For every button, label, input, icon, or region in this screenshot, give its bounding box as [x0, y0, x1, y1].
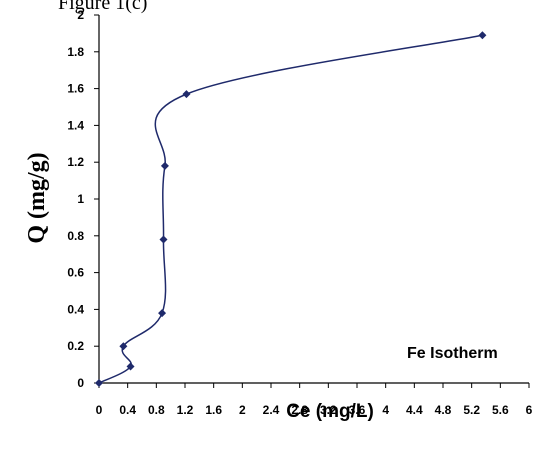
series-points	[95, 31, 487, 387]
data-point-diamond	[126, 362, 135, 371]
x-tick-label: 1.2	[177, 403, 194, 417]
x-tick-label: 5.6	[492, 403, 509, 417]
x-tick-label: 3.2	[320, 403, 337, 417]
y-tick-label: 1.6	[67, 82, 84, 96]
x-tick-label: 0	[96, 403, 103, 417]
data-point-diamond	[478, 31, 487, 40]
annotation-fe-isotherm: Fe Isotherm	[407, 345, 498, 362]
data-point-diamond	[159, 235, 168, 244]
x-tick-label: 6	[526, 403, 533, 417]
data-point-diamond	[182, 90, 191, 99]
y-tick-label: 1.2	[67, 155, 84, 169]
y-tick-label: 0.2	[67, 339, 84, 353]
x-tick-label: 4	[382, 403, 389, 417]
x-tick-label: 2.4	[263, 403, 280, 417]
x-ticks: 0 0.4 0.8 1.2 1.6 2 2.4 2.8 3.2 3.6 4 4.4 4.8 5.2 5.6 6	[96, 383, 533, 417]
data-point-diamond	[158, 309, 167, 318]
y-axis-label: Q (mg/g)	[24, 152, 50, 243]
x-axis-label: Ce (mg/L)	[286, 401, 374, 422]
x-tick-label: 2	[239, 403, 246, 417]
x-tick-label: 1.6	[205, 403, 222, 417]
x-tick-label: 5.2	[463, 403, 480, 417]
y-tick-label: 0.6	[67, 266, 84, 280]
y-tick-label: 1.4	[67, 118, 84, 132]
x-tick-label: 4.4	[406, 403, 423, 417]
header-fragment: Figure 1(c)	[58, 0, 147, 14]
x-tick-label: 0.4	[119, 403, 136, 417]
y-tick-label: 0	[77, 376, 84, 390]
y-tick-label: 0.8	[67, 229, 84, 243]
series-line	[98, 34, 483, 384]
x-tick-label: 3.6	[349, 403, 366, 417]
y-tick-label: 0.4	[67, 302, 84, 316]
y-tick-label: 1.8	[67, 45, 84, 59]
y-tick-label: 1	[77, 192, 84, 206]
x-tick-label: 2.8	[291, 403, 308, 417]
data-point-diamond	[160, 161, 169, 170]
y-ticks: 0 0.2 0.4 0.6 0.8 1 1.2 1.4 1.6 1.8 2	[67, 8, 99, 390]
data-point-diamond	[95, 379, 103, 387]
y-tick-label: 2	[77, 8, 84, 22]
x-tick-label: 0.8	[148, 403, 165, 417]
data-point-diamond	[119, 342, 128, 351]
x-tick-label: 4.8	[435, 403, 452, 417]
